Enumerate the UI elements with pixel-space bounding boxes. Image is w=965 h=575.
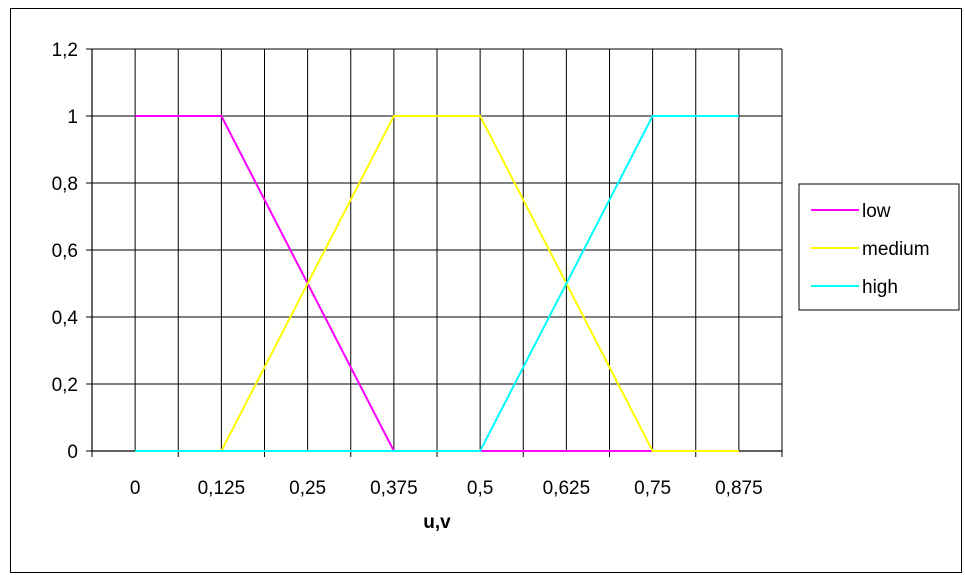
legend-label-medium: medium xyxy=(862,239,930,260)
y-tick-label: 1 xyxy=(67,107,78,128)
x-axis-title: u,v xyxy=(423,512,451,533)
y-tick-label: 0,6 xyxy=(52,241,78,262)
x-tick-label: 0,25 xyxy=(289,478,326,499)
legend: low medium high xyxy=(798,183,960,311)
series-lines xyxy=(135,115,739,452)
x-tick-label: 0,625 xyxy=(543,478,591,499)
legend-label-high: high xyxy=(862,277,898,298)
grid xyxy=(91,48,783,452)
y-tick-label: 0,8 xyxy=(52,174,78,195)
series-line-high xyxy=(135,115,739,452)
y-tick-label: 0,2 xyxy=(52,375,78,396)
x-tick-label: 0,875 xyxy=(715,478,763,499)
tick-labels: 0 0,2 0,4 0,6 0,8 1 1,2 0 0,125 0,25 0,375 0,5 0,625… xyxy=(52,40,763,499)
y-tick-label: 1,2 xyxy=(52,40,78,61)
y-tick-label: 0 xyxy=(67,442,78,463)
x-tick-label: 0,5 xyxy=(467,478,493,499)
x-tick-label: 0,75 xyxy=(634,478,671,499)
legend-label-low: low xyxy=(862,201,891,222)
y-tick-label: 0,4 xyxy=(52,308,79,329)
x-tick-label: 0 xyxy=(130,478,141,499)
axes xyxy=(86,48,783,457)
x-tick-label: 0,125 xyxy=(198,478,246,499)
x-tick-label: 0,375 xyxy=(370,478,418,499)
